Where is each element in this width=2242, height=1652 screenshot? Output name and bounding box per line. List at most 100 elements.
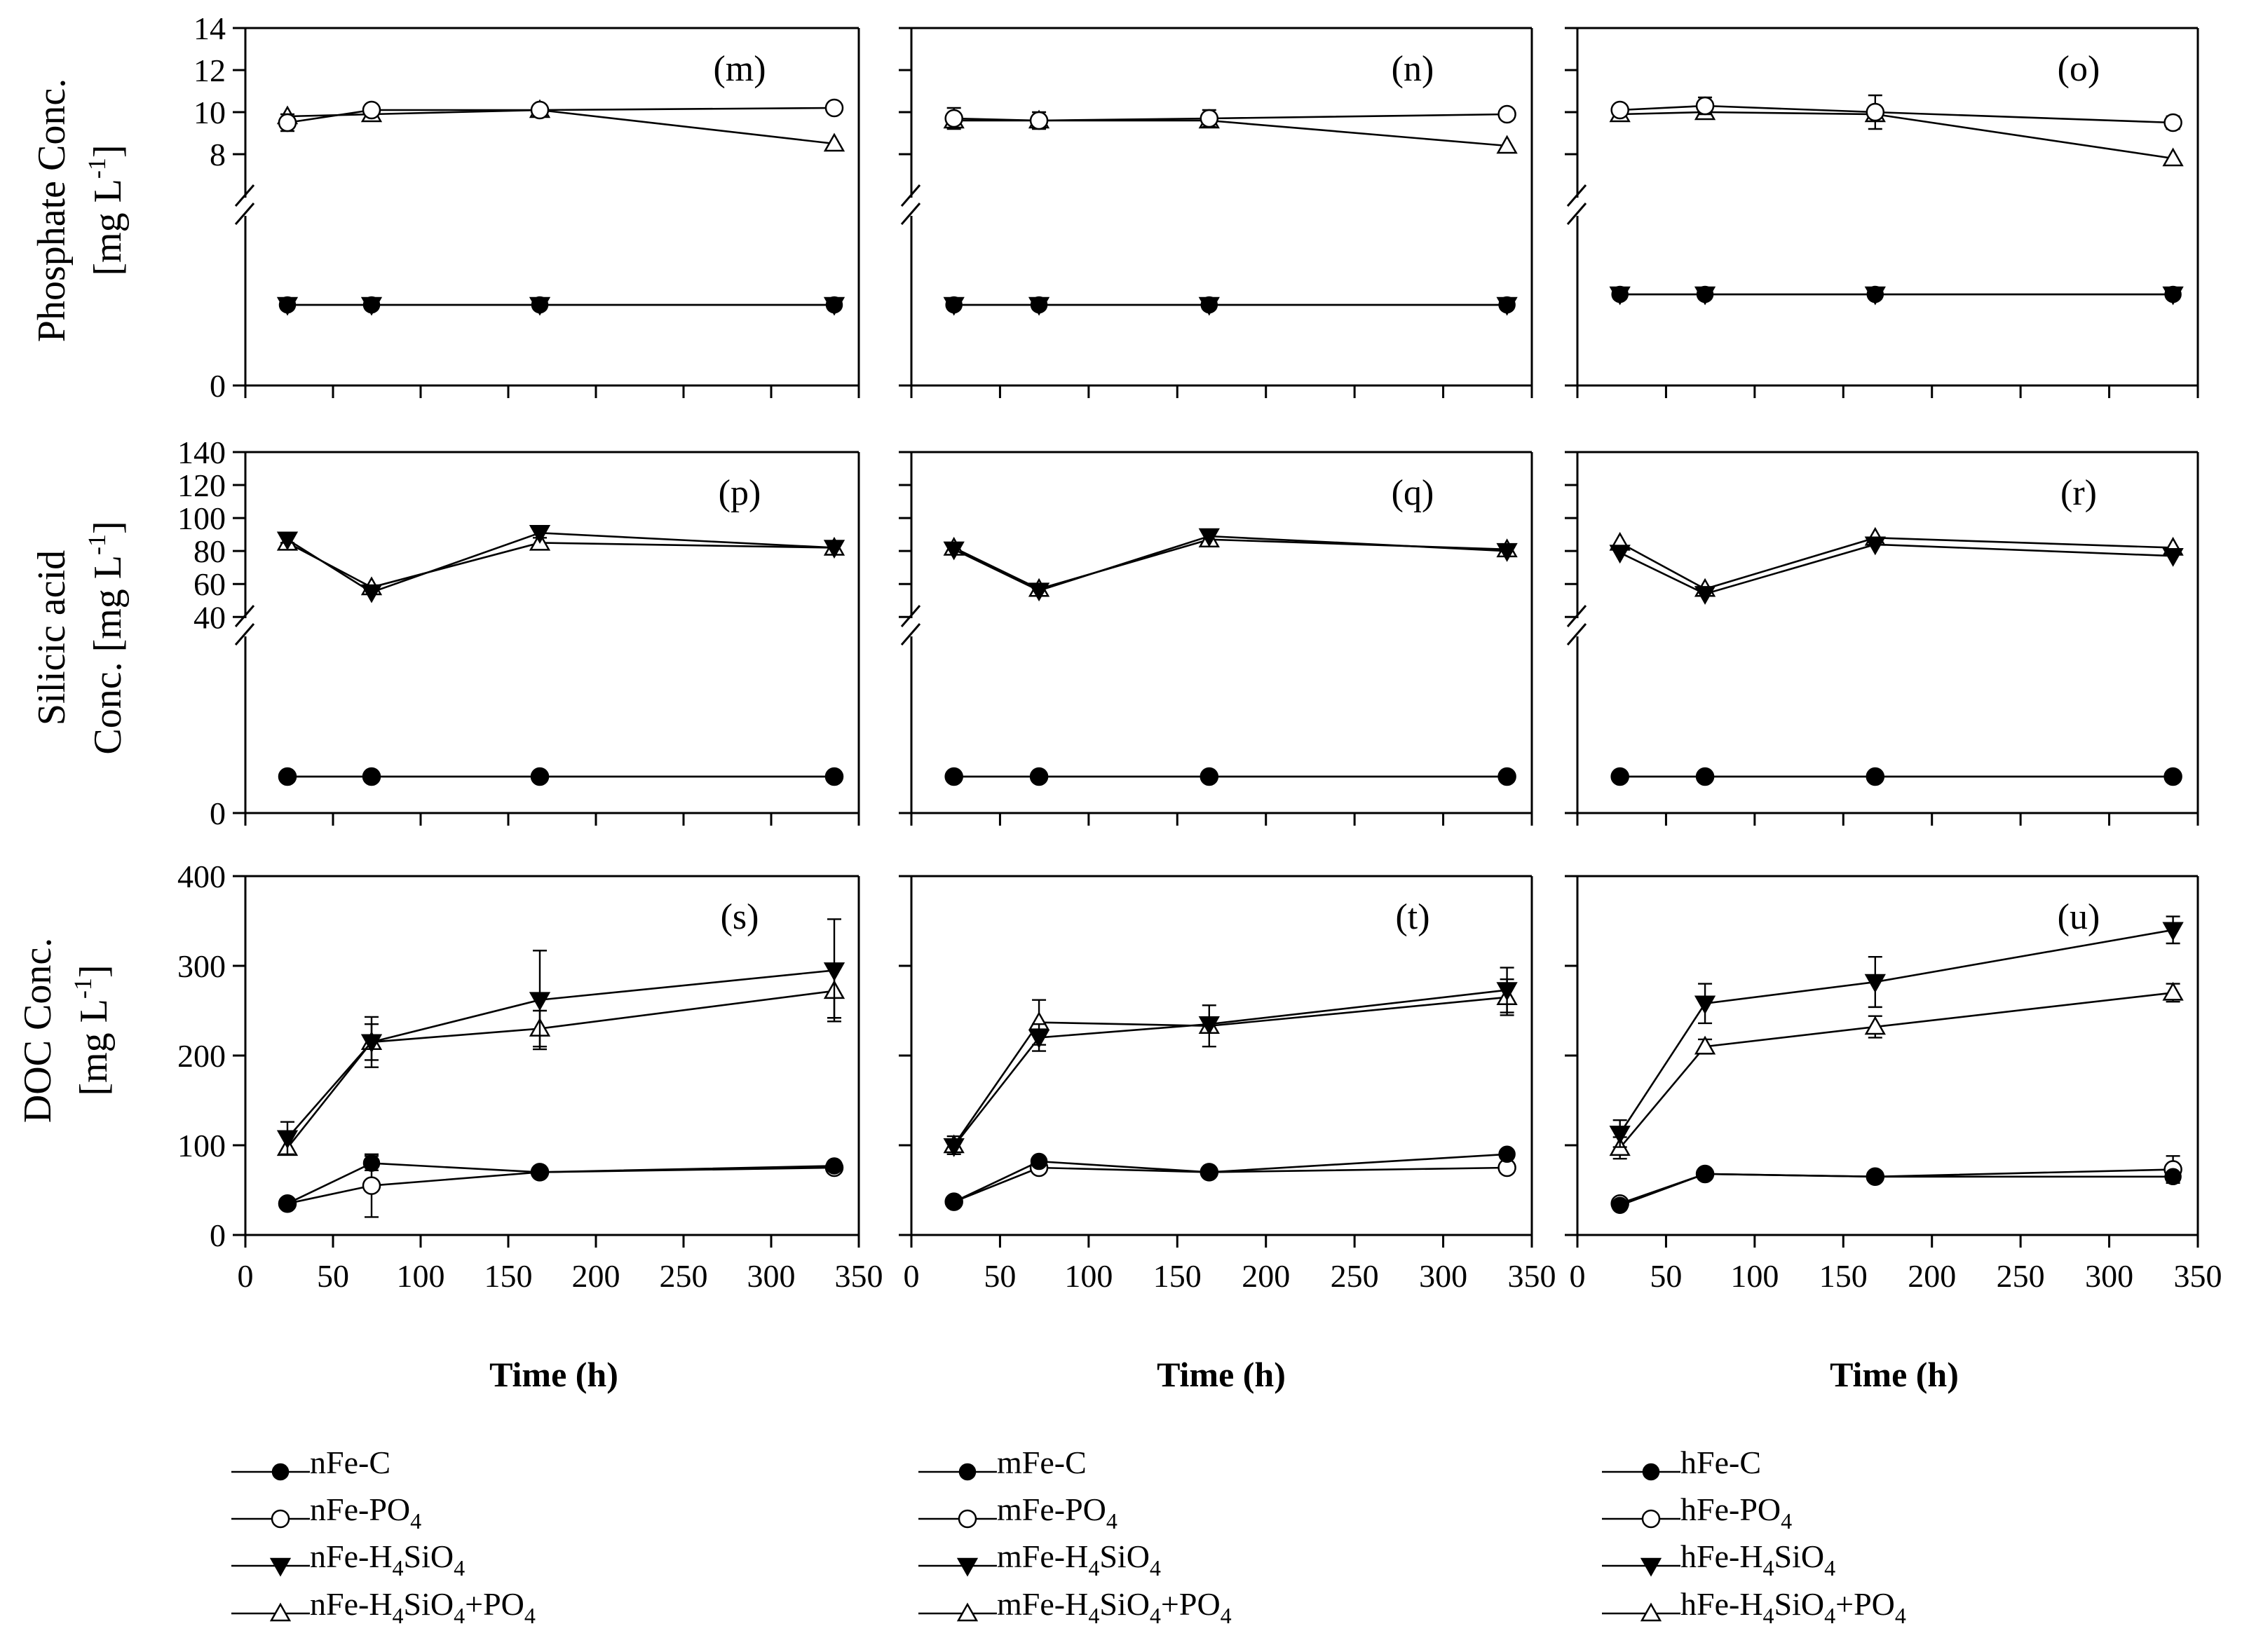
data-point: [2163, 113, 2182, 132]
x-tick-label: 50: [1650, 1258, 1682, 1294]
data-point: [529, 992, 551, 1011]
x-tick-label: 150: [484, 1258, 533, 1294]
series-mFe-C: [945, 1145, 1516, 1210]
series-hFe-H4SiO4+PO4: [1609, 981, 2184, 1160]
series-line: [953, 989, 1507, 1147]
y-tick-label: 100: [177, 500, 226, 536]
series-mFe-PO4: [944, 1158, 1516, 1211]
data-point: [362, 296, 381, 314]
data-point: [1200, 1163, 1218, 1181]
series-line: [287, 969, 835, 1139]
legend-label: nFe-C: [310, 1445, 390, 1480]
data-point: [362, 1176, 381, 1195]
data-point: [362, 767, 381, 786]
series-mFe-H4SiO4+PO4: [943, 978, 1518, 1156]
series-hFe-H4SiO4: [1609, 915, 2184, 1148]
axis-break-mark: [900, 203, 921, 225]
axis-break-mark: [234, 203, 255, 225]
x-tick-label: 0: [904, 1258, 920, 1294]
series-line: [287, 531, 835, 594]
legend-marker: [271, 1509, 290, 1529]
legend-marker: [958, 1463, 977, 1481]
data-point: [1696, 767, 1714, 786]
data-point: [944, 109, 963, 128]
y-tick-label: 14: [193, 11, 226, 46]
axis-break-mark: [234, 184, 255, 207]
legend-label: mFe-PO4: [997, 1491, 1117, 1534]
axis-break-mark: [900, 623, 921, 646]
x-tick-label: 250: [660, 1258, 708, 1294]
data-point: [278, 1194, 297, 1213]
x-axis-title-col1: Time (h): [489, 1355, 618, 1394]
panel-u: 0 50 100 150 200 250 300 350 (u): [1565, 875, 2222, 1294]
series-mFe-H4SiO4: [943, 528, 1518, 602]
y-tick-label: 10: [193, 95, 226, 130]
x-tick-label: 200: [1908, 1258, 1956, 1294]
y-tick-label: 12: [193, 53, 226, 88]
data-point: [1497, 104, 1516, 124]
axis-break-mark: [1566, 203, 1587, 225]
series-line: [286, 990, 835, 1149]
x-tick-label: 100: [1730, 1258, 1779, 1294]
panel-o: (o): [1565, 27, 2199, 398]
axis-break-mark: [1566, 184, 1587, 207]
panel-t: 0 50 100 150 200 250 300 350 (t): [899, 875, 1556, 1294]
data-point: [1498, 296, 1516, 314]
data-point: [943, 541, 965, 561]
legend-marker: [1641, 1509, 1661, 1529]
data-point: [531, 1163, 549, 1181]
series-line: [287, 1162, 835, 1205]
series-line: [953, 996, 1507, 1146]
legend-item: hFe-PO4: [1602, 1491, 1792, 1534]
x-tick-label: 300: [747, 1258, 796, 1294]
data-point: [1694, 586, 1716, 605]
series-line: [953, 119, 1507, 147]
legend-item: nFe-H4SiO4+PO4: [231, 1586, 536, 1628]
data-point: [529, 525, 551, 544]
data-point: [360, 1034, 383, 1053]
legend-item: mFe-H4SiO4+PO4: [918, 1586, 1232, 1628]
series-line: [953, 113, 1507, 122]
data-point: [1694, 995, 1716, 1015]
series-line: [1619, 992, 2173, 1149]
data-point: [278, 296, 297, 314]
legend-item: hFe-C: [1602, 1445, 1761, 1481]
data-point: [1864, 536, 1886, 556]
x-axis-title-col2: Time (h): [1157, 1355, 1286, 1394]
data-point: [1498, 767, 1516, 786]
panel-label: (t): [1395, 897, 1429, 937]
data-point: [1496, 982, 1518, 1002]
axis-break-mark: [1566, 623, 1587, 646]
series-nFe-H4SiO4+PO4: [276, 963, 845, 1156]
data-point: [1200, 109, 1219, 128]
series-nFe-C: [278, 1154, 843, 1213]
series-line: [287, 109, 835, 145]
data-point: [531, 296, 549, 314]
y-axis-titles: Phosphate Conc. [mg L-1] Silicic acid Co…: [16, 78, 130, 1123]
data-point: [1695, 96, 1715, 116]
legend-item: nFe-H4SiO4: [231, 1538, 465, 1581]
series-line: [1619, 929, 2173, 1135]
axis-break-mark: [900, 184, 921, 207]
data-point: [825, 1157, 843, 1175]
series-line: [953, 535, 1507, 592]
panel-label: (p): [719, 473, 761, 513]
data-point: [825, 767, 843, 786]
series-line: [953, 1166, 1507, 1203]
legend-marker: [956, 1602, 979, 1622]
series-hFe-PO4: [1610, 94, 2182, 132]
panel-label: (o): [2058, 49, 2100, 89]
data-point: [1200, 767, 1218, 786]
series-mFe-H4SiO4: [943, 967, 1518, 1157]
legend-label: nFe-H4SiO4: [310, 1538, 465, 1581]
y-tick-label: 8: [210, 137, 226, 172]
y-tick-label: 0: [210, 796, 226, 831]
panel-m: 8 10 12 14 0 (m): [193, 11, 860, 404]
series-line: [1619, 111, 2173, 160]
series-line: [287, 107, 835, 124]
data-point: [823, 540, 845, 559]
data-point: [945, 767, 963, 786]
data-point: [1030, 767, 1048, 786]
